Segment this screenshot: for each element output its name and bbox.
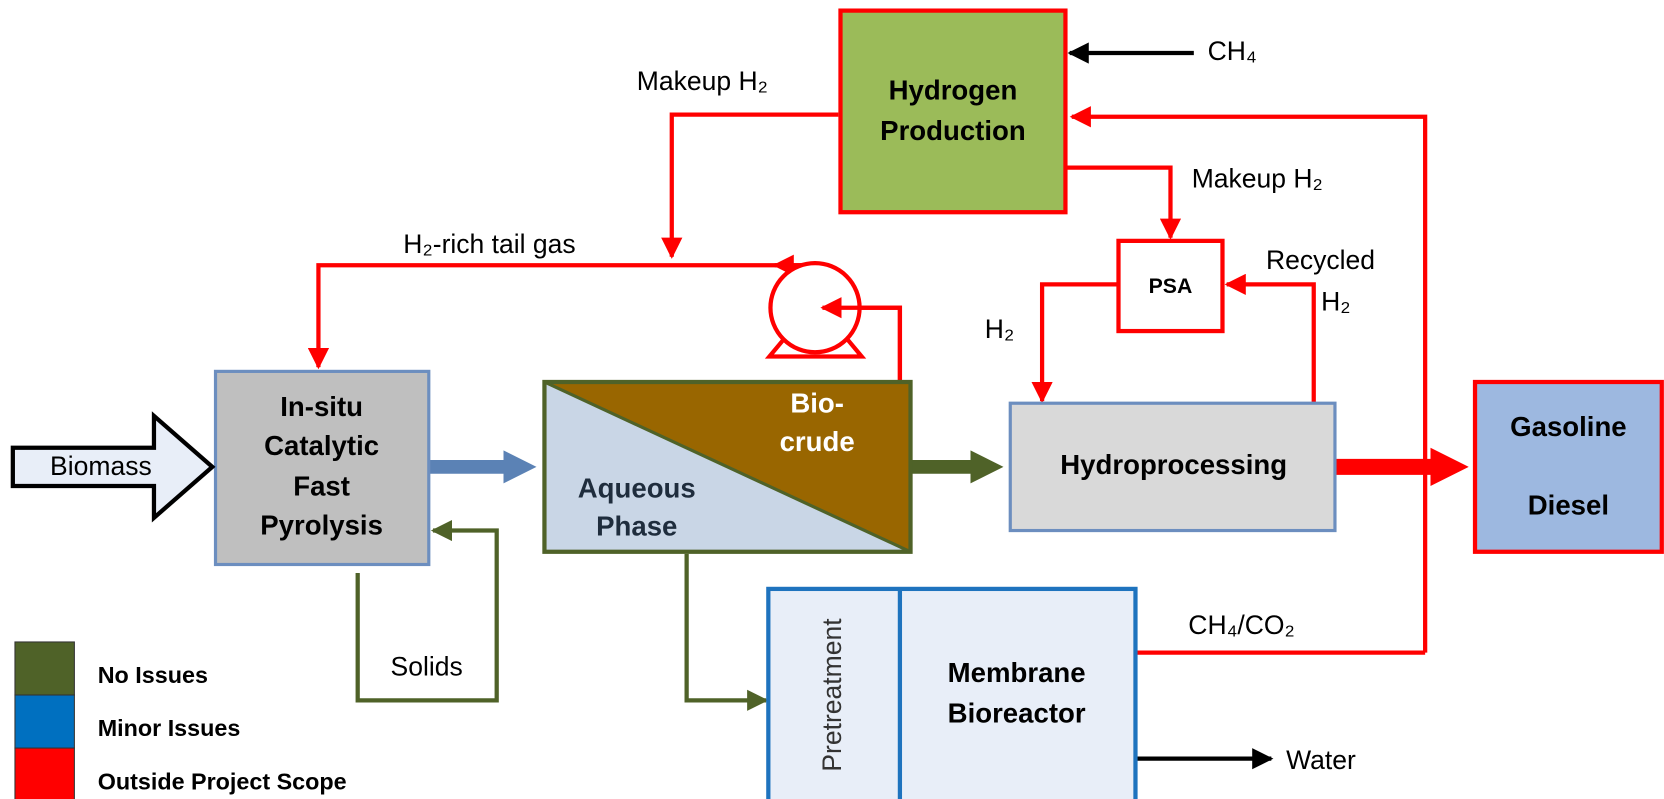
node-label: Bio- bbox=[790, 388, 844, 419]
stream-label: Recycled bbox=[1266, 245, 1375, 275]
stream-label: Biomass bbox=[50, 451, 152, 481]
hydrogen-box bbox=[838, 8, 1068, 215]
node-label: Pyrolysis bbox=[260, 510, 383, 541]
stream-label: Makeup H₂ bbox=[637, 66, 768, 96]
separator-box bbox=[542, 379, 913, 554]
node-label: Hydrogen bbox=[889, 75, 1018, 106]
node-label: Fast bbox=[293, 470, 350, 501]
stream-label: H₂-rich tail gas bbox=[403, 229, 575, 259]
node-label: Pretreatment bbox=[817, 618, 847, 772]
legend-swatch bbox=[14, 641, 75, 696]
red-streams bbox=[307, 106, 1428, 655]
legend: No Issues Minor Issues Outside Project Sco… bbox=[14, 641, 347, 799]
node-label: Catalytic bbox=[264, 430, 379, 461]
pump-return bbox=[820, 297, 903, 382]
node-label: Diesel bbox=[1528, 489, 1609, 520]
hydroprocessing-box bbox=[1008, 401, 1337, 533]
node-label: Membrane bbox=[948, 657, 1086, 688]
pyrolysis-box bbox=[213, 369, 431, 567]
node-label: Gasoline bbox=[1510, 411, 1626, 442]
node-label: Phase bbox=[596, 511, 677, 542]
stream-label: CH₄/CO₂ bbox=[1188, 610, 1295, 640]
legend-label: Minor Issues bbox=[98, 715, 241, 741]
stream-label: Makeup H₂ bbox=[1192, 163, 1323, 193]
legend-swatch bbox=[14, 747, 75, 799]
node-label: Production bbox=[880, 115, 1026, 146]
node-label: Aqueous bbox=[578, 473, 696, 504]
stream-label: Water bbox=[1286, 745, 1356, 775]
stream-label: CH₄ bbox=[1208, 36, 1257, 66]
psa-box bbox=[1116, 238, 1225, 334]
product-box bbox=[1472, 379, 1664, 554]
separator-diagonal bbox=[543, 380, 912, 554]
membrane-box bbox=[766, 586, 1138, 799]
node-label: Hydroprocessing bbox=[1060, 449, 1287, 480]
stream-label: Solids bbox=[391, 651, 463, 681]
aqueous-line bbox=[684, 553, 769, 711]
biomass-arrow bbox=[10, 411, 216, 523]
stream-label: H₂ bbox=[1321, 286, 1350, 316]
node-label: crude bbox=[780, 426, 855, 457]
solids-loop bbox=[355, 519, 499, 703]
legend-label: Outside Project Scope bbox=[98, 768, 347, 794]
legend-label: No Issues bbox=[98, 662, 208, 688]
stream-label: H₂ bbox=[985, 314, 1014, 344]
node-label: Bioreactor bbox=[948, 697, 1086, 728]
legend-swatch bbox=[14, 694, 75, 749]
node-label: PSA bbox=[1149, 275, 1193, 298]
node-label: In-situ bbox=[280, 391, 363, 422]
